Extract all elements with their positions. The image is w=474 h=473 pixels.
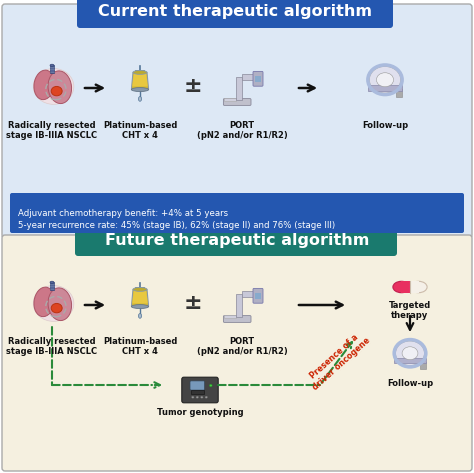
Text: Platinum-based
CHT x 4: Platinum-based CHT x 4	[103, 337, 177, 356]
FancyBboxPatch shape	[77, 0, 393, 28]
Ellipse shape	[191, 396, 194, 398]
Text: 5-year recurrence rate: 45% (stage IB), 62% (stage II) and 76% (stage III): 5-year recurrence rate: 45% (stage IB), …	[18, 220, 335, 229]
Text: Targeted
therapy: Targeted therapy	[389, 301, 431, 320]
Polygon shape	[131, 72, 148, 89]
Bar	[394, 358, 426, 363]
Ellipse shape	[34, 287, 55, 316]
Bar	[242, 74, 256, 80]
Bar	[368, 85, 402, 91]
Text: ±: ±	[184, 293, 202, 313]
Ellipse shape	[410, 281, 427, 293]
Bar	[224, 98, 236, 101]
Bar	[236, 77, 242, 100]
Ellipse shape	[201, 396, 203, 398]
Ellipse shape	[369, 67, 401, 93]
FancyBboxPatch shape	[253, 71, 263, 86]
Polygon shape	[132, 74, 148, 87]
FancyBboxPatch shape	[2, 235, 472, 471]
FancyBboxPatch shape	[190, 381, 205, 390]
Ellipse shape	[393, 281, 410, 293]
Ellipse shape	[48, 71, 72, 104]
Bar	[255, 293, 261, 299]
Ellipse shape	[205, 396, 208, 398]
Ellipse shape	[51, 304, 62, 313]
Ellipse shape	[368, 65, 402, 95]
Text: Future therapeutic algorithm: Future therapeutic algorithm	[105, 233, 369, 247]
Ellipse shape	[48, 288, 72, 321]
Text: PORT
(pN2 and/or R1/R2): PORT (pN2 and/or R1/R2)	[197, 337, 287, 356]
Ellipse shape	[196, 396, 199, 398]
Ellipse shape	[131, 305, 148, 308]
Bar	[50, 65, 54, 73]
Bar	[191, 390, 204, 394]
FancyBboxPatch shape	[10, 193, 464, 233]
Text: Adjuvant chemotherapy benefit: +4% at 5 years: Adjuvant chemotherapy benefit: +4% at 5 …	[18, 209, 228, 218]
FancyBboxPatch shape	[253, 289, 263, 303]
Bar	[410, 281, 419, 293]
Ellipse shape	[34, 70, 55, 100]
FancyBboxPatch shape	[75, 224, 397, 256]
Bar	[401, 281, 410, 293]
Text: Current therapeutic algorithm: Current therapeutic algorithm	[98, 5, 372, 19]
Bar	[255, 76, 261, 82]
Ellipse shape	[33, 69, 74, 105]
Ellipse shape	[210, 384, 212, 387]
Text: ±: ±	[184, 76, 202, 96]
Ellipse shape	[376, 73, 393, 87]
Bar	[242, 291, 256, 298]
Text: PORT
(pN2 and/or R1/R2): PORT (pN2 and/or R1/R2)	[197, 121, 287, 140]
Bar	[396, 89, 402, 97]
Ellipse shape	[133, 288, 147, 291]
Ellipse shape	[50, 281, 54, 283]
Bar	[236, 294, 242, 316]
Ellipse shape	[50, 64, 54, 67]
Ellipse shape	[131, 88, 148, 91]
FancyBboxPatch shape	[223, 315, 251, 323]
Bar	[420, 362, 426, 369]
Ellipse shape	[133, 70, 147, 74]
FancyBboxPatch shape	[182, 377, 218, 403]
Text: Follow-up: Follow-up	[362, 121, 408, 130]
Ellipse shape	[138, 314, 142, 318]
FancyBboxPatch shape	[223, 98, 251, 105]
Ellipse shape	[33, 286, 74, 321]
Ellipse shape	[396, 341, 424, 366]
Bar	[50, 282, 54, 290]
Text: Radically resected
stage IB-IIIA NSCLC: Radically resected stage IB-IIIA NSCLC	[7, 121, 98, 140]
Ellipse shape	[402, 347, 418, 360]
Ellipse shape	[138, 96, 142, 101]
Ellipse shape	[394, 340, 426, 367]
Text: Platinum-based
CHT x 4: Platinum-based CHT x 4	[103, 121, 177, 140]
Polygon shape	[131, 289, 148, 307]
Ellipse shape	[51, 87, 62, 96]
Text: Presence of a
driver oncogene: Presence of a driver oncogene	[304, 328, 372, 392]
FancyBboxPatch shape	[2, 4, 472, 238]
Bar	[224, 315, 236, 318]
Text: Radically resected
stage IB-IIIA NSCLC: Radically resected stage IB-IIIA NSCLC	[7, 337, 98, 356]
Polygon shape	[132, 291, 148, 304]
Text: Tumor genotyping: Tumor genotyping	[157, 408, 243, 417]
Text: Follow-up: Follow-up	[387, 379, 433, 388]
